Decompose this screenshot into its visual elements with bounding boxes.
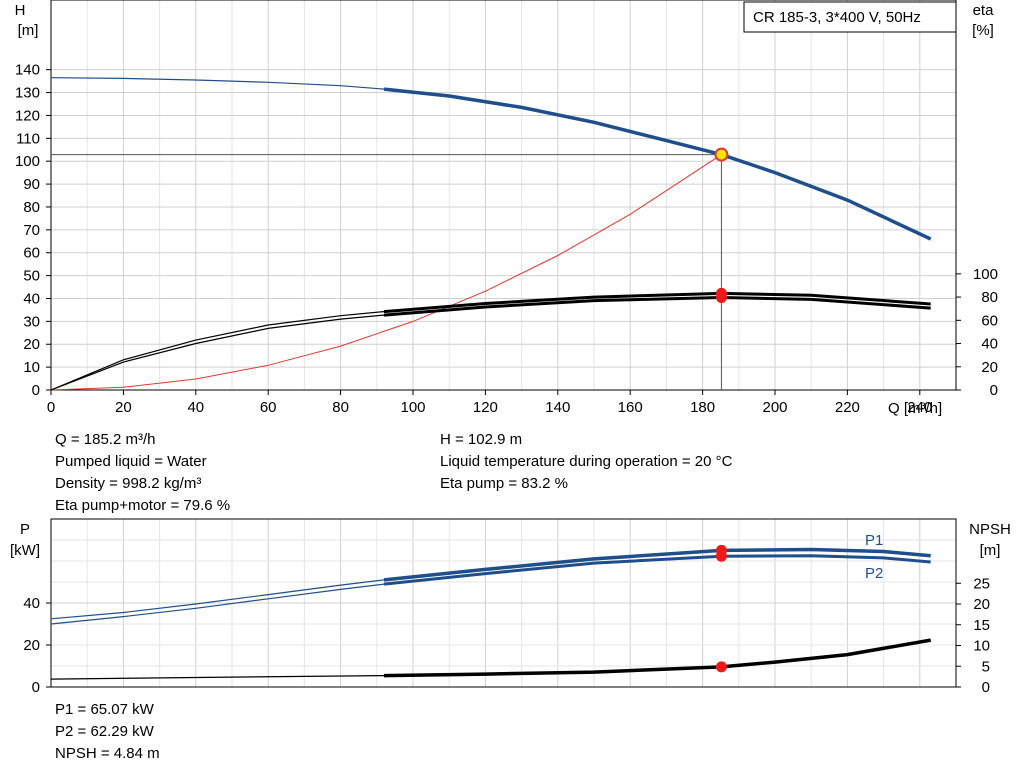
info-q: Q = 185.2 m³/h xyxy=(55,431,156,448)
y-axis-unit-eta: [%] xyxy=(972,22,994,39)
y-axis-label-p: P xyxy=(20,521,30,538)
y-axis-label-eta: eta xyxy=(973,2,995,19)
y-axis-unit-p: [kW] xyxy=(10,542,40,559)
y-right-tick-label: 20 xyxy=(973,596,990,613)
y-right-tick-label: 10 xyxy=(973,638,990,655)
y-right-tick-label: 0 xyxy=(982,679,990,696)
y-left-tick-label: 30 xyxy=(23,313,40,330)
p2-marker xyxy=(715,550,727,562)
info-block-2: P1 = 65.07 kW P2 = 62.29 kW NPSH = 4.84 … xyxy=(55,699,160,765)
eta-pump-motor-curve-thick xyxy=(383,295,931,317)
legend-p1: P1 xyxy=(865,532,883,549)
y-right-tick-label: 20 xyxy=(981,359,998,376)
y-left-tick-label: 50 xyxy=(23,268,40,285)
x-tick-label: 0 xyxy=(47,399,55,416)
y-left-tick-label: 70 xyxy=(23,222,40,239)
x-tick-label: 100 xyxy=(400,399,425,416)
y-right-tick-label: 80 xyxy=(981,289,998,306)
head-curve-thin xyxy=(50,77,385,90)
y-right-tick-label: 60 xyxy=(981,312,998,329)
x-tick-label: 220 xyxy=(835,399,860,416)
y-left-tick-label: 10 xyxy=(23,359,40,376)
y-left-tick-label: 120 xyxy=(15,107,40,124)
y-left-tick-label: 130 xyxy=(15,85,40,102)
y-axis-unit-npsh: [m] xyxy=(980,542,1001,559)
y-right-tick-label: 100 xyxy=(973,266,998,283)
eta-pump-curve-thin xyxy=(50,311,385,391)
y-left-tick-label: 20 xyxy=(23,637,40,654)
x-tick-label: 160 xyxy=(618,399,643,416)
info-eta-pump-motor: Eta pump+motor = 79.6 % xyxy=(55,497,231,514)
info-p2: P2 = 62.29 kW xyxy=(55,723,154,740)
x-tick-label: 200 xyxy=(762,399,787,416)
info-liquid: Pumped liquid = Water xyxy=(55,453,207,470)
x-tick-label: 20 xyxy=(115,399,132,416)
tick-labels: 0 20 40 60 80 100 120 140 160 180 200 220 2400102030… xyxy=(15,62,998,696)
y-right-tick-label: 40 xyxy=(981,336,998,353)
chart-title-box xyxy=(743,1,957,33)
y-left-tick-label: 40 xyxy=(23,290,40,307)
y-axis-label-npsh: NPSH xyxy=(969,521,1011,538)
bottom-chart-grid xyxy=(46,518,961,688)
y-left-tick-label: 0 xyxy=(32,382,40,399)
npsh-marker xyxy=(715,661,727,673)
x-tick-label: 40 xyxy=(187,399,204,416)
y-axis-unit-h: [m] xyxy=(18,22,39,39)
p2-curve-thin xyxy=(50,583,385,625)
info-block-1-left: Q = 185.2 m³/h Pumped liquid = Water Den… xyxy=(55,429,230,517)
info-p1: P1 = 65.07 kW xyxy=(55,701,154,718)
chart-title: CR 185-3, 3*400 V, 50Hz xyxy=(753,9,921,26)
info-block-1-right: H = 102.9 m Liquid temperature during op… xyxy=(440,429,732,495)
x-tick-label: 140 xyxy=(545,399,570,416)
y-left-tick-label: 90 xyxy=(23,176,40,193)
info-npsh: NPSH = 4.84 m xyxy=(55,745,160,762)
x-axis-label: Q [m³/h] xyxy=(888,400,942,417)
info-h: H = 102.9 m xyxy=(440,431,523,448)
y-left-tick-label: 80 xyxy=(23,199,40,216)
x-tick-label: 240 xyxy=(907,399,932,416)
npsh-curve-thin xyxy=(50,675,385,680)
bottom-plot-frame xyxy=(50,518,957,688)
head-curve-thick xyxy=(383,87,932,241)
x-tick-label: 80 xyxy=(332,399,349,416)
info-eta-pump: Eta pump = 83.2 % xyxy=(440,475,568,492)
system-curve xyxy=(50,154,722,391)
top-plot-frame xyxy=(50,0,957,391)
eta-pump-curve-thick xyxy=(383,291,931,314)
x-tick-label: 60 xyxy=(260,399,277,416)
duty-point-marker xyxy=(714,147,729,162)
x-tick-label: 180 xyxy=(690,399,715,416)
info-density: Density = 998.2 kg/m³ xyxy=(55,475,202,492)
y-right-tick-label: 0 xyxy=(990,382,998,399)
y-left-tick-label: 100 xyxy=(15,153,40,170)
eta-pump-motor-marker xyxy=(715,292,727,304)
y-right-tick-label: 15 xyxy=(973,617,990,634)
legend-p2: P2 xyxy=(865,565,883,582)
info-liquid-temp: Liquid temperature during operation = 20… xyxy=(440,453,733,470)
x-tick-label: 120 xyxy=(473,399,498,416)
y-right-tick-label: 5 xyxy=(982,658,990,675)
eta-pump-motor-curve-thin xyxy=(50,314,385,391)
y-left-tick-label: 0 xyxy=(32,679,40,696)
series-layer xyxy=(50,77,932,680)
top-chart-grid xyxy=(46,0,961,395)
y-right-tick-label: 25 xyxy=(973,575,990,592)
p1-curve-thin xyxy=(50,579,385,620)
y-left-tick-label: 40 xyxy=(23,595,40,612)
y-axis-label-h: H xyxy=(15,2,26,19)
y-left-tick-label: 20 xyxy=(23,336,40,353)
y-left-tick-label: 60 xyxy=(23,245,40,262)
y-left-tick-label: 140 xyxy=(15,62,40,79)
y-left-tick-label: 110 xyxy=(16,130,40,147)
